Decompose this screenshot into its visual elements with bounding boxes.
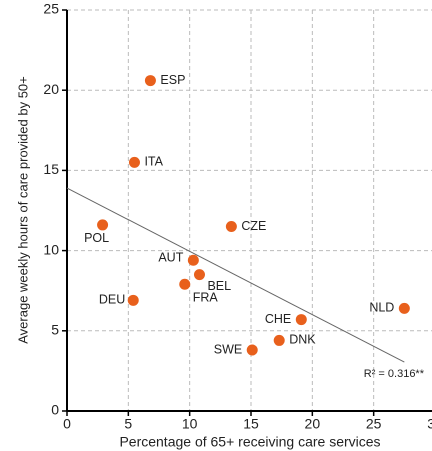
y-tick-label: 25 [43,1,59,17]
point [225,221,237,233]
point-label: DNK [289,333,316,347]
point-label: NLD [369,301,394,315]
y-axis-label: Average weekly hours of care provided by… [15,76,30,344]
y-tick-label: 10 [43,241,59,257]
x-tick-label: 30 [427,416,432,432]
point-label: DEU [99,293,125,307]
point [179,278,191,290]
x-tick-label: 5 [124,416,132,432]
point-label: CHE [265,312,291,326]
point [187,254,199,266]
point-label: POL [84,231,109,245]
point-label: ESP [160,73,185,87]
point-label: BEL [207,279,231,293]
x-tick-label: 15 [243,416,259,432]
point [128,156,140,168]
y-tick-label: 20 [43,81,59,97]
point [97,219,109,231]
point-label: FRA [193,291,219,305]
point [273,334,285,346]
x-tick-label: 20 [305,416,321,432]
x-tick-label: 25 [366,416,382,432]
y-tick-label: 15 [43,161,59,177]
point-label: SWE [214,342,242,356]
x-tick-label: 0 [63,416,71,432]
point-label: CZE [241,219,266,233]
y-tick-label: 5 [51,322,59,338]
trend-line [66,187,405,363]
point-label: AUT [158,251,183,265]
x-axis-label: Percentage of 65+ receiving care service… [119,434,380,450]
point [295,314,307,326]
point [144,75,156,87]
point [246,344,258,356]
point [127,294,139,306]
point [193,269,205,281]
annotation: R² = 0.316** [364,368,425,380]
x-tick-label: 10 [182,416,198,432]
y-tick-label: 0 [51,402,59,418]
point-label: ITA [144,155,163,169]
point [398,302,410,314]
